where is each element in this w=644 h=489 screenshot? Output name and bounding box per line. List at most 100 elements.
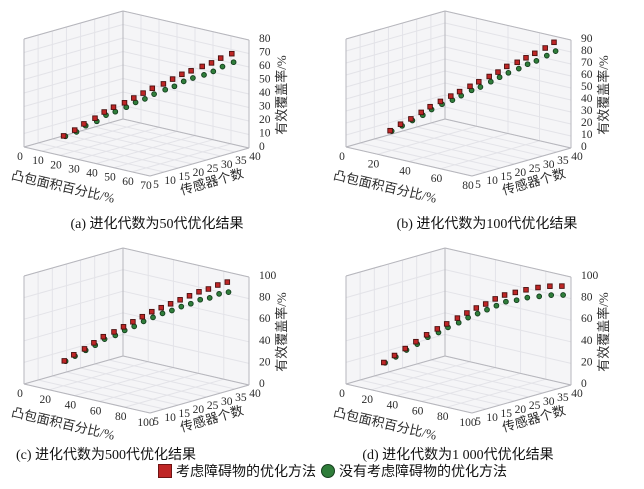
square-data-point xyxy=(559,283,565,289)
circle-data-point xyxy=(216,291,222,297)
circle-data-point xyxy=(131,323,138,330)
z-tick-label: 10 xyxy=(581,129,593,141)
y-tick-label: 5 xyxy=(475,416,481,428)
legend-item-with-obstacles: 考虑障碍物的优化方法 xyxy=(158,461,316,481)
circle-data-point xyxy=(159,310,166,317)
y-tick-label: 35 xyxy=(557,155,569,167)
circle-data-point xyxy=(524,294,531,301)
z-tick-label: 30 xyxy=(259,101,271,113)
circle-data-point xyxy=(515,65,522,72)
data-points xyxy=(387,39,559,134)
circle-data-point xyxy=(210,68,217,75)
square-data-point xyxy=(512,289,519,296)
square-data-point xyxy=(169,76,176,82)
square-data-point xyxy=(71,127,78,133)
circle-data-point xyxy=(487,78,494,85)
circle-data-point xyxy=(151,91,157,97)
x-tick-label: 60 xyxy=(122,176,134,188)
z-tick-label: 90 xyxy=(581,33,593,45)
square-data-point xyxy=(381,359,387,366)
square-data-point xyxy=(188,68,194,74)
square-data-point xyxy=(160,81,167,87)
y-tick-label: 15 xyxy=(501,171,513,183)
square-data-point xyxy=(121,100,128,106)
square-data-point xyxy=(434,326,441,332)
z-axis-label: 有效覆盖率/% xyxy=(596,55,611,135)
circle-data-point xyxy=(533,58,540,64)
square-data-point xyxy=(547,283,553,289)
y-tick-label: 10 xyxy=(486,175,498,187)
x-tick-label: 70 xyxy=(140,180,152,192)
circle-data-point xyxy=(142,96,148,102)
square-data-point xyxy=(120,324,127,330)
square-data-point xyxy=(60,133,67,139)
z-tick-label: 70 xyxy=(259,47,271,59)
x-tick-label: 20 xyxy=(361,394,373,406)
square-data-point xyxy=(196,289,202,295)
x-tick-label: 20 xyxy=(368,158,380,170)
x-tick-label: 40 xyxy=(86,168,98,180)
square-data-point xyxy=(167,301,174,307)
square-data-point xyxy=(92,115,98,121)
square-data-point xyxy=(397,121,404,127)
x-tick-label: 40 xyxy=(387,400,399,412)
y-tick-label: 35 xyxy=(557,392,569,404)
box-edges xyxy=(345,10,572,177)
circle-data-point xyxy=(513,297,520,304)
square-data-point xyxy=(476,79,482,85)
red-square-marker-icon xyxy=(158,464,172,478)
z-tick-label: 0 xyxy=(581,378,587,390)
z-tick-label: 10 xyxy=(259,128,271,140)
z-tick-label: 60 xyxy=(581,69,593,81)
y-tick-label: 15 xyxy=(179,408,191,420)
z-tick-label: 50 xyxy=(581,81,593,93)
y-tick-label: 40 xyxy=(249,151,261,163)
square-data-point xyxy=(523,287,529,293)
y-tick-label: 40 xyxy=(571,151,583,163)
square-data-point xyxy=(535,284,541,291)
square-data-point xyxy=(464,310,470,316)
square-data-point xyxy=(208,60,215,66)
z-tick-label: 60 xyxy=(259,313,271,325)
box-edges xyxy=(345,247,572,414)
square-data-point xyxy=(495,69,501,75)
circle-data-point xyxy=(197,296,204,303)
z-tick-label: 100 xyxy=(581,270,599,282)
square-data-point xyxy=(149,85,156,92)
z-tick-label: 80 xyxy=(259,292,271,304)
y-tick-label: 5 xyxy=(475,179,481,191)
circle-data-point xyxy=(548,292,555,298)
x-tick-label: 0 xyxy=(339,151,345,163)
z-tick-label: 80 xyxy=(581,292,593,304)
square-data-point xyxy=(456,88,463,95)
z-tick-label: 60 xyxy=(581,313,593,325)
square-data-point xyxy=(199,63,205,70)
y-tick-label: 15 xyxy=(501,408,513,420)
circle-data-point xyxy=(219,63,226,70)
y-tick-label: 30 xyxy=(543,159,555,171)
square-data-point xyxy=(443,321,450,327)
y-tick-label: 10 xyxy=(486,412,498,424)
square-data-point xyxy=(81,121,87,127)
z-tick-label: 40 xyxy=(259,87,271,99)
square-data-point xyxy=(61,358,68,364)
y-tick-label: 20 xyxy=(515,167,527,179)
y-tick-label: 20 xyxy=(193,167,205,179)
circle-data-point xyxy=(524,61,531,68)
square-data-point xyxy=(140,90,146,96)
square-data-point xyxy=(486,73,492,80)
square-data-point xyxy=(149,308,155,315)
square-data-point xyxy=(100,333,107,340)
y-tick-label: 5 xyxy=(153,179,159,191)
circle-data-point xyxy=(178,303,185,310)
square-data-point xyxy=(179,71,185,78)
z-tick-label: 70 xyxy=(581,57,593,69)
caption-subplot-b: (b) 进化代数为100代优化结果 xyxy=(396,217,578,232)
x-tick-label: 80 xyxy=(115,411,127,423)
square-data-point xyxy=(551,39,557,46)
z-tick-label: 0 xyxy=(259,141,265,153)
legend-label-without-obstacles: 没有考虑障碍物的优化方法 xyxy=(339,465,507,480)
